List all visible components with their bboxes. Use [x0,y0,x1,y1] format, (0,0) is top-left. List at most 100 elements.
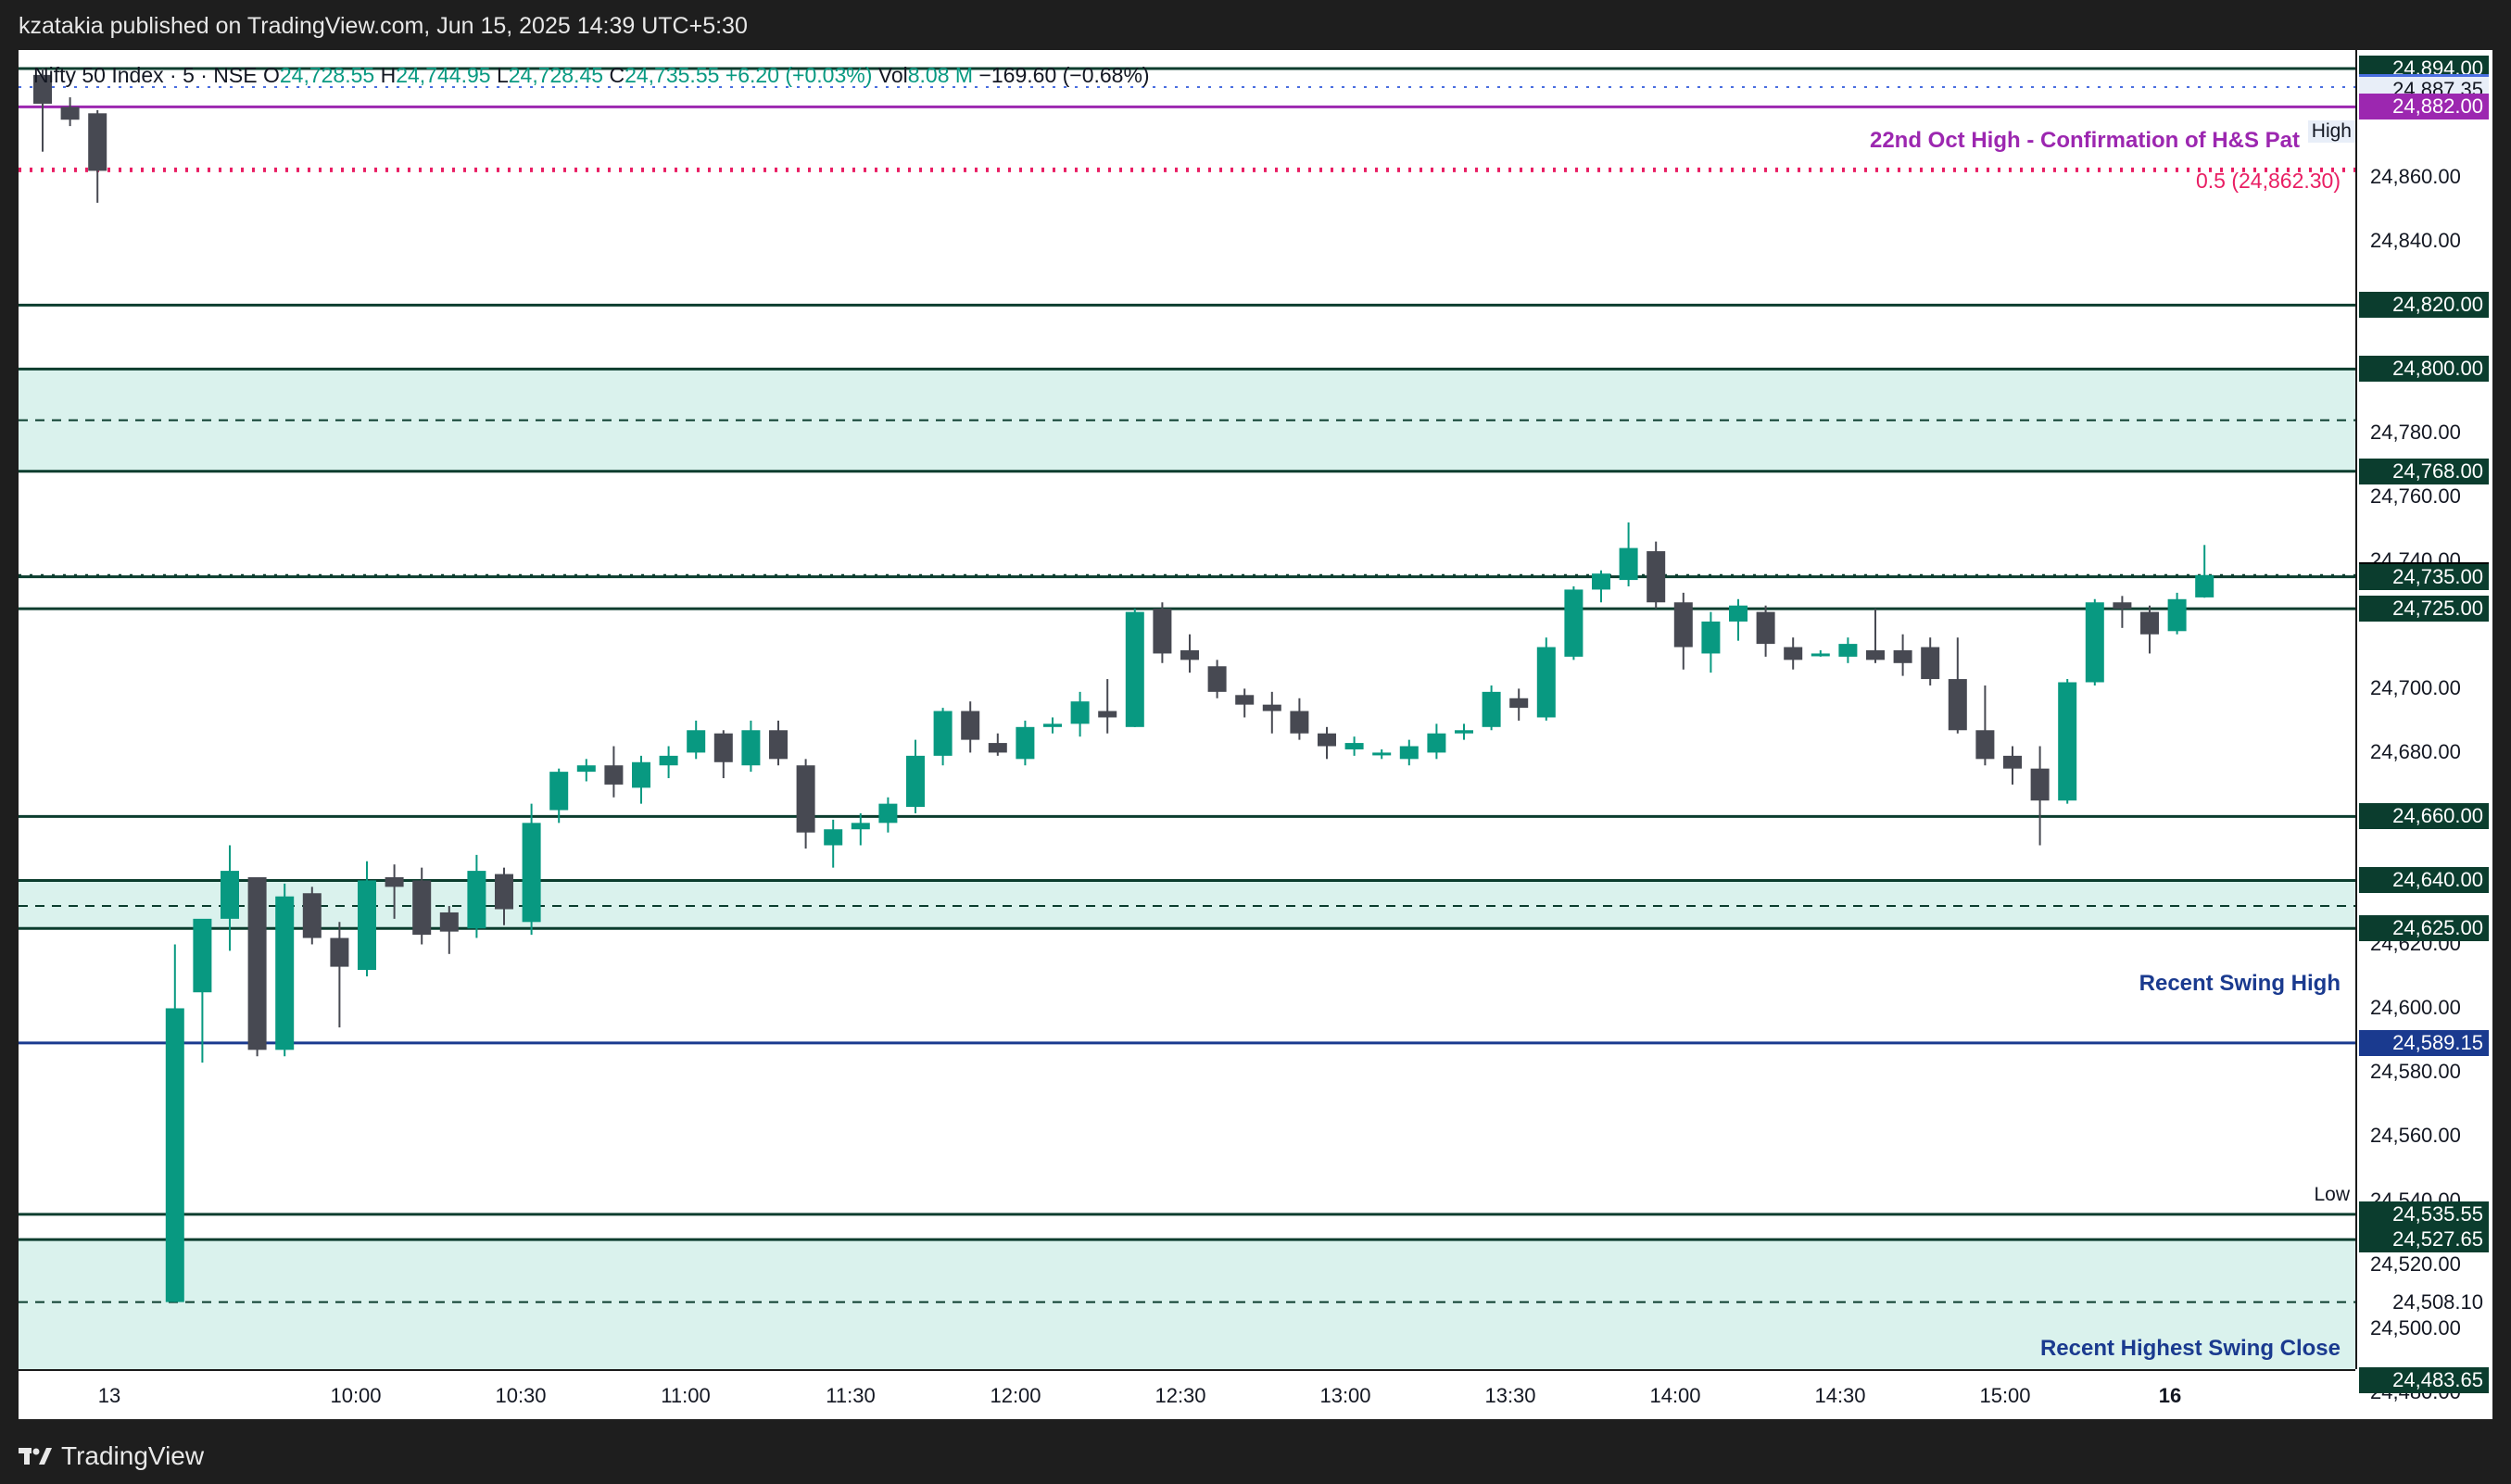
candle-body [961,711,980,740]
high-tag: High [2307,120,2355,143]
candle-body [1399,746,1419,760]
candle-body [2030,768,2050,801]
candle-body [659,755,678,766]
candle-body [1070,701,1090,724]
candle-body [330,937,349,967]
volume-value: 8.08 M [907,63,974,87]
candle-body [741,730,761,766]
candle-body [33,74,52,104]
time-tick-label: 14:00 [1649,1384,1701,1407]
candle-body [2058,682,2077,801]
candle-body [1838,644,1858,657]
tradingview-brand[interactable]: TradingView [19,1441,204,1471]
low-value: 24,728.45 [508,63,604,87]
candle-body [165,1008,184,1302]
fib-level-label[interactable]: 0.5 (24,862.30) [2195,169,2341,193]
candle-body [1153,609,1172,654]
candle-body [2195,574,2214,597]
chart-frame[interactable]: Nifty 50 Index · 5 · NSE O24,728.55 H24,… [19,50,2492,1465]
candle-body [1098,711,1117,718]
candle-body [1619,547,1638,581]
chart-svg[interactable] [19,50,2355,1369]
candle-body [2167,598,2187,632]
candle-body [1948,679,1967,731]
brand-name: TradingView [61,1441,205,1470]
candle-body [193,918,212,993]
candle-body [467,871,486,929]
candle-body [1043,723,1062,727]
candle-body [1811,653,1830,657]
time-tick-label: 16 [2158,1384,2182,1407]
open-label: O [262,63,280,87]
price-tick-label: 24,760.00 [2370,484,2461,509]
candle-body [1729,605,1748,622]
close-value: 24,735.55 [625,63,720,87]
candle-body [1564,589,1584,657]
candle-body [1262,704,1281,711]
candle-body [687,730,706,753]
price-badge: 24,640.00 [2359,867,2489,894]
price-badge: 24,535.55 [2359,1201,2489,1227]
time-axis[interactable]: 13 10:00 10:30 11:00 11:30 12:00 12:30 13:00 13:… [19,1369,2355,1419]
candle-body [1784,647,1803,660]
candle-body [2113,602,2132,610]
candle-body [1372,752,1392,756]
candle-body [439,912,459,932]
candle-body [1701,621,1721,654]
confirmation-label[interactable]: 22nd Oct High - Confirmation of H&S Pat [1869,128,2300,153]
candle-body [824,829,843,846]
time-tick-label: 13 [97,1384,121,1407]
zone-band [19,880,2355,929]
time-tick-label: 13:30 [1484,1384,1536,1407]
time-tick-label: 10:30 [495,1384,547,1407]
candle-body [1592,573,1610,590]
candle-body [1509,698,1529,709]
candle-body [1975,730,1995,760]
zone-band [19,1239,2355,1369]
symbol-name[interactable]: Nifty 50 Index · 5 · NSE [33,63,258,87]
change-value: +6.20 (+0.03%) [725,63,873,87]
price-tick-label: 24,860.00 [2370,165,2461,189]
candle-body [2140,611,2159,635]
recent-highest-swing-close-label[interactable]: Recent Highest Swing Close [2039,1336,2341,1361]
time-tick-label: 10:00 [330,1384,382,1407]
time-tick-label: 11:00 [661,1384,711,1407]
candle-body [412,880,432,936]
candle-body [632,761,650,788]
price-badge: 24,483.65 [2359,1366,2489,1393]
candle-body [302,893,322,938]
time-tick-label: 12:00 [990,1384,1041,1407]
low-label: L [496,63,509,87]
candle-body [221,871,239,919]
candle-body [1235,695,1255,705]
top-bar: kzatakia published on TradingView.com, J… [0,0,2511,50]
price-axis[interactable]: 24,860.00 24,840.00 24,780.00 24,760.00 24,7… [2355,50,2492,1465]
candle-body [60,107,80,120]
price-tick-label: 24,520.00 [2370,1251,2461,1276]
time-tick-label: 15:00 [1979,1384,2031,1407]
recent-swing-high-label[interactable]: Recent Swing High [2139,971,2341,996]
symbol-legend[interactable]: Nifty 50 Index · 5 · NSE O24,728.55 H24,… [33,63,1150,88]
candle-body [713,733,733,762]
price-badge: 24,820.00 [2359,292,2489,319]
price-badge: 24,882.00 [2359,94,2489,120]
volume-label: Vol [877,63,908,87]
price-badge: 24,800.00 [2359,356,2489,383]
price-tick-label: 24,780.00 [2370,421,2461,445]
price-badge: 24,725.00 [2359,596,2489,623]
candle-body [1318,733,1336,747]
price-badge: 24,660.00 [2359,803,2489,830]
candle-body [522,823,541,923]
candle-body [1647,551,1666,603]
price-badge: 24,735.00 [2359,563,2489,590]
time-tick-label: 14:30 [1814,1384,1866,1407]
candle-body [2003,755,2022,769]
candle-body [1427,733,1446,753]
candle-body [796,765,815,833]
candle-body [1016,726,1035,760]
candle-body [906,755,925,808]
chart-plot-area[interactable]: Nifty 50 Index · 5 · NSE O24,728.55 H24,… [19,50,2355,1369]
candle-body [1482,691,1501,727]
candle-body [769,730,788,760]
candle-body [1207,666,1227,692]
